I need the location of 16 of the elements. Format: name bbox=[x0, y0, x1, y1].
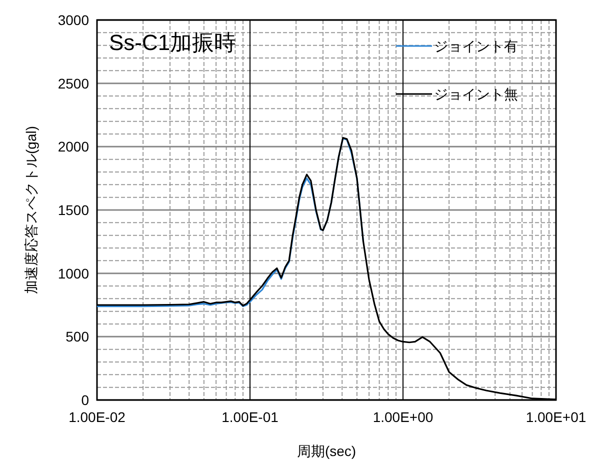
x-axis-title: 周期(sec) bbox=[296, 443, 356, 459]
y-tick-label: 1000 bbox=[58, 265, 90, 282]
x-tick-label: 1.00E+01 bbox=[526, 409, 586, 425]
y-tick-label: 2000 bbox=[58, 138, 90, 155]
legend-label: ジョイント有 bbox=[434, 38, 518, 54]
x-tick-label: 1.00E-01 bbox=[222, 409, 279, 425]
x-tick-label: 1.00E+00 bbox=[372, 409, 434, 425]
x-tick-label: 1.00E-02 bbox=[68, 409, 126, 425]
y-axis-title: 加速度応答スペクトル(gal) bbox=[23, 126, 39, 294]
text: Ss-C1加振時 bbox=[109, 30, 236, 55]
y-tick-label: 500 bbox=[66, 328, 90, 345]
y-tick-label: 2500 bbox=[58, 75, 90, 92]
y-tick-label: 3000 bbox=[58, 12, 90, 28]
y-tick-label: 1500 bbox=[58, 202, 90, 218]
legend-label: ジョイント無 bbox=[434, 86, 518, 102]
y-tick-label: 0 bbox=[81, 392, 90, 408]
